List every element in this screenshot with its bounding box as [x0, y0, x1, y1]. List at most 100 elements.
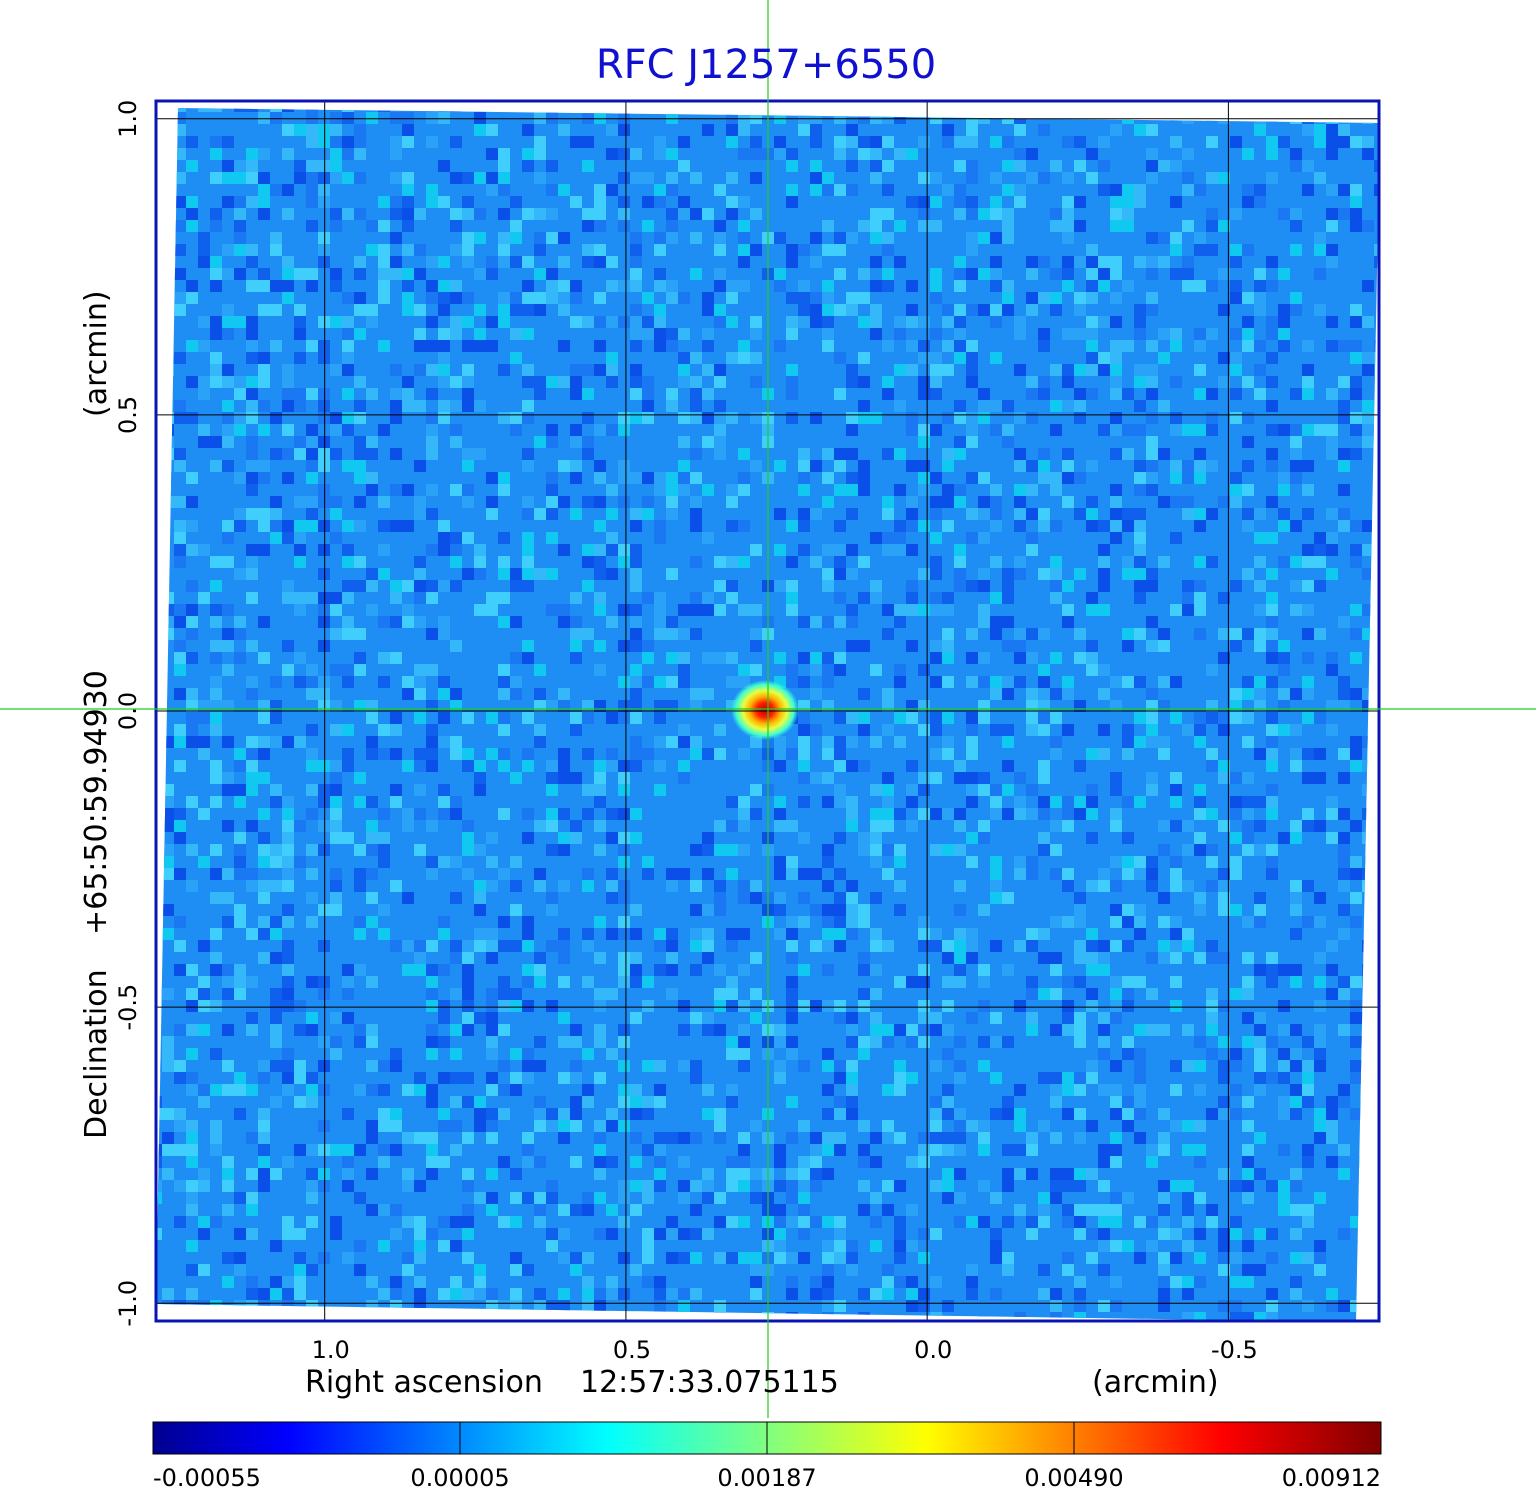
noise-pixel [582, 1132, 594, 1144]
noise-pixel [246, 976, 258, 988]
noise-pixel [1110, 556, 1122, 568]
noise-pixel [1314, 1252, 1326, 1264]
noise-pixel [354, 448, 366, 460]
noise-pixel [630, 856, 642, 868]
noise-pixel [726, 1036, 738, 1048]
noise-pixel [186, 1012, 198, 1024]
noise-pixel [1050, 1096, 1062, 1108]
noise-pixel [342, 988, 354, 1000]
noise-pixel [630, 1324, 642, 1336]
noise-pixel [1170, 1120, 1182, 1132]
noise-pixel [846, 1036, 858, 1048]
noise-pixel [906, 820, 918, 832]
noise-pixel [642, 508, 654, 520]
noise-pixel [186, 1000, 198, 1012]
noise-pixel [954, 568, 966, 580]
noise-pixel [1206, 424, 1218, 436]
noise-pixel [558, 880, 570, 892]
noise-pixel [726, 820, 738, 832]
noise-pixel [1146, 688, 1158, 700]
noise-pixel [1314, 172, 1326, 184]
noise-pixel [702, 1228, 714, 1240]
noise-pixel [1302, 1036, 1314, 1048]
noise-pixel [918, 1156, 930, 1168]
noise-pixel [786, 316, 798, 328]
noise-pixel [942, 676, 954, 688]
noise-pixel [786, 412, 798, 424]
noise-pixel [702, 364, 714, 376]
noise-pixel [174, 880, 186, 892]
noise-pixel [450, 700, 462, 712]
noise-pixel [858, 160, 870, 172]
noise-pixel [270, 496, 282, 508]
noise-pixel [882, 256, 894, 268]
noise-pixel [942, 1096, 954, 1108]
noise-pixel [798, 796, 810, 808]
noise-pixel [990, 808, 1002, 820]
noise-pixel [690, 664, 702, 676]
noise-pixel [666, 1252, 678, 1264]
noise-pixel [318, 184, 330, 196]
noise-pixel [1110, 916, 1122, 928]
noise-pixel [342, 1108, 354, 1120]
noise-pixel [1302, 424, 1314, 436]
noise-pixel [222, 976, 234, 988]
noise-pixel [174, 1096, 186, 1108]
noise-pixel [822, 1132, 834, 1144]
noise-pixel [1062, 724, 1074, 736]
noise-pixel [1098, 880, 1110, 892]
noise-pixel [1062, 364, 1074, 376]
noise-pixel [702, 1084, 714, 1096]
noise-pixel [942, 1300, 954, 1312]
noise-pixel [342, 760, 354, 772]
noise-pixel [822, 304, 834, 316]
noise-pixel [1362, 808, 1374, 820]
noise-pixel [1002, 1096, 1014, 1108]
noise-pixel [1206, 640, 1218, 652]
noise-pixel [222, 772, 234, 784]
noise-pixel [306, 508, 318, 520]
noise-pixel [798, 760, 810, 772]
noise-pixel [786, 256, 798, 268]
noise-pixel [606, 1276, 618, 1288]
noise-pixel [1134, 916, 1146, 928]
noise-pixel [834, 736, 846, 748]
noise-pixel [1146, 772, 1158, 784]
noise-pixel [426, 1024, 438, 1036]
noise-pixel [342, 556, 354, 568]
noise-pixel [1098, 1180, 1110, 1192]
noise-pixel [1026, 376, 1038, 388]
noise-pixel [162, 844, 174, 856]
noise-pixel [270, 784, 282, 796]
noise-pixel [294, 1096, 306, 1108]
noise-pixel [594, 328, 606, 340]
noise-pixel [222, 556, 234, 568]
noise-pixel [606, 880, 618, 892]
noise-pixel [222, 1120, 234, 1132]
noise-pixel [618, 1288, 630, 1300]
noise-pixel [1122, 1120, 1134, 1132]
noise-pixel [1086, 340, 1098, 352]
noise-pixel [942, 628, 954, 640]
noise-pixel [642, 160, 654, 172]
noise-pixel [390, 388, 402, 400]
noise-pixel [858, 724, 870, 736]
noise-pixel [174, 304, 186, 316]
noise-pixel [1374, 1324, 1386, 1336]
noise-pixel [954, 208, 966, 220]
noise-pixel [966, 1168, 978, 1180]
noise-pixel [1194, 1312, 1206, 1322]
noise-pixel [234, 268, 246, 280]
noise-pixel [954, 520, 966, 532]
noise-pixel [1302, 484, 1314, 496]
noise-pixel [894, 1012, 906, 1024]
noise-pixel [414, 244, 426, 256]
noise-pixel [474, 1192, 486, 1204]
noise-pixel [246, 256, 258, 268]
noise-pixel [1326, 604, 1338, 616]
noise-pixel [1110, 808, 1122, 820]
noise-pixel [1134, 1108, 1146, 1120]
noise-pixel [210, 688, 222, 700]
noise-pixel [330, 364, 342, 376]
noise-pixel [414, 220, 426, 232]
